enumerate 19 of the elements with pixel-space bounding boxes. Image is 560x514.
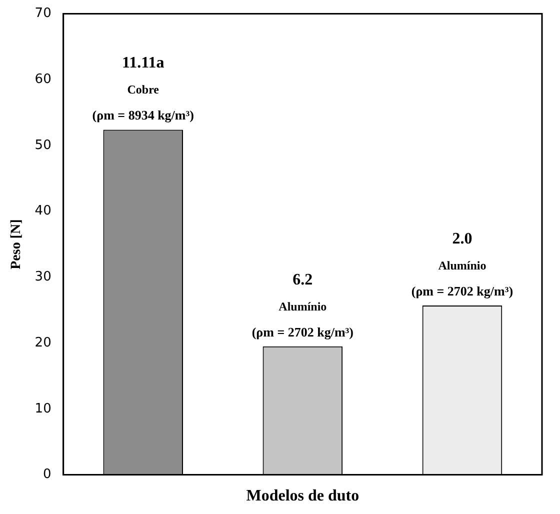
y-tick-label: 60 [34,72,52,88]
y-tick-label: 50 [34,138,52,153]
x-tick-label: 11.11a [122,54,164,72]
annotation: (ρm = 8934 kg/m³) [92,108,194,123]
y-tick-label: 40 [34,204,52,219]
x-axis-title: Modelos de duto [246,488,360,505]
y-tick-label: 20 [34,335,52,350]
annotation: Cobre [127,82,160,97]
annotation: (ρm = 2702 kg/m³) [411,284,514,299]
x-tick-label: 6.2 [292,271,313,288]
annotation: Alumínio [438,258,486,273]
x-tick-label: 2.0 [452,230,472,248]
y-tick-label: 0 [43,467,52,482]
annotation: Alumínio [278,299,327,314]
y-tick-label: 10 [34,401,52,416]
y-axis-title: Peso [N] [9,219,24,270]
y-tick-label: 70 [34,6,52,22]
y-tick-label: 30 [34,270,52,285]
annotation: (ρm = 2702 kg/m³) [252,324,354,340]
